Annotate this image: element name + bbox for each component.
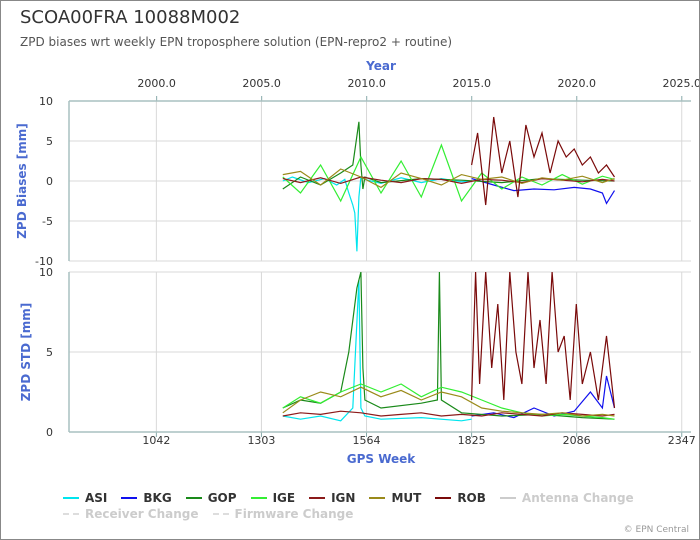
year-tick-label: 2015.0 (452, 77, 491, 90)
y-tick-label-top: 0 (46, 175, 53, 188)
legend-label: GOP (207, 491, 237, 505)
series-line-bottom-asi (282, 279, 472, 422)
legend-swatch (63, 513, 79, 515)
y-axis-title-top: ZPD Biases [mm] (15, 123, 29, 239)
legend-item-mut[interactable]: MUT (369, 491, 421, 505)
y-tick-label-top: -10 (35, 255, 53, 268)
series-line-bottom-mut (282, 386, 615, 417)
legend-swatch (499, 497, 516, 499)
year-tick-label: 2010.0 (347, 77, 386, 90)
chart-svg: -10 -5 0 5 10 0 5 10 1042 1303 1564 1825 2086 2347 200… (15, 59, 699, 466)
legend-row-1: ASI BKG GOP IGE IGN MUT ROB Antenna Change (63, 491, 648, 505)
x-tick-label: 1303 (247, 434, 275, 447)
series-line-top-rob (471, 116, 615, 206)
legend-swatch (369, 497, 386, 499)
series-line-top-ige (282, 143, 615, 203)
legend-label: IGE (272, 491, 296, 505)
y-tick-label-top: 10 (39, 95, 53, 108)
legend-row-2: Receiver Change Firmware Change (63, 507, 367, 521)
legend-item-gop[interactable]: GOP (185, 491, 237, 505)
series-line-top-asi (282, 175, 472, 252)
legend-swatch (212, 513, 229, 515)
y-tick-label-bottom: 0 (46, 426, 53, 439)
y-axis-title-bottom: ZPD STD [mm] (19, 303, 33, 402)
legend-item-antenna-change[interactable]: Antenna Change (499, 491, 634, 505)
x-tick-label: 1042 (142, 434, 170, 447)
legend-item-ign[interactable]: IGN (309, 491, 355, 505)
credits: © EPN Central (623, 525, 689, 535)
x-axis-top-title: Year (365, 59, 396, 73)
legend-label: Receiver Change (85, 507, 199, 521)
chart-subtitle: ZPD biases wrt weekly EPN troposphere so… (20, 35, 453, 49)
x-tick-label: 1564 (353, 434, 381, 447)
legend-swatch (250, 497, 267, 499)
legend-item-rob[interactable]: ROB (435, 491, 486, 505)
y-tick-label-top: 5 (46, 135, 53, 148)
series-line-bottom-bkg (471, 375, 616, 419)
series-line-bottom-ige (282, 383, 615, 420)
legend-label: IGN (331, 491, 356, 505)
legend-swatch (435, 497, 452, 499)
legend-swatch (185, 497, 202, 499)
series-line-bottom-rob (471, 272, 616, 409)
x-tick-label: 2347 (668, 434, 696, 447)
series-line-top-mut (282, 168, 615, 189)
chart-title: SCOA00FRA 10088M002 (20, 7, 241, 28)
legend-label: ROB (457, 491, 486, 505)
y-tick-label-top: -5 (42, 215, 53, 228)
y-tick-label-bottom: 5 (46, 346, 53, 359)
legend-item-receiver-change[interactable]: Receiver Change (63, 507, 199, 521)
legend-item-bkg[interactable]: BKG (121, 491, 172, 505)
y-tick-label-bottom: 10 (39, 266, 53, 279)
x-tick-label: 1825 (458, 434, 486, 447)
x-axis-title: GPS Week (347, 452, 417, 466)
x-tick-label: 2086 (563, 434, 591, 447)
series-line-top-ign (282, 176, 615, 185)
legend-label: Antenna Change (521, 491, 634, 505)
legend-item-firmware-change[interactable]: Firmware Change (212, 507, 354, 521)
legend-label: MUT (391, 491, 422, 505)
series-line-top-gop (282, 121, 615, 190)
year-tick-label: 2020.0 (558, 77, 597, 90)
year-tick-label: 2025.0 (663, 77, 699, 90)
legend-label: BKG (143, 491, 172, 505)
legend-swatch (121, 497, 138, 499)
legend-label: Firmware Change (234, 507, 354, 521)
year-tick-label: 2000.0 (137, 77, 176, 90)
legend-swatch (309, 497, 326, 499)
year-tick-label: 2005.0 (242, 77, 281, 90)
legend-item-asi[interactable]: ASI (63, 491, 107, 505)
legend-swatch (63, 497, 79, 499)
legend-item-ige[interactable]: IGE (250, 491, 296, 505)
legend-label: ASI (85, 491, 108, 505)
